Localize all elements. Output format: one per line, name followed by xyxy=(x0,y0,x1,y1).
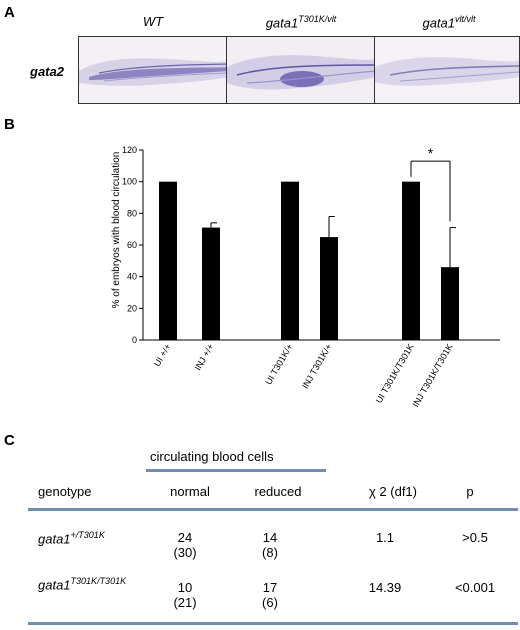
row1-reduced-expected: (8) xyxy=(262,545,278,560)
y-axis-label: % of embryos with blood circulation xyxy=(111,152,122,309)
embryo-image-heterozygous xyxy=(226,36,378,104)
x-tick-label: INJ T301K/+ xyxy=(300,342,334,390)
y-tick-label: 60 xyxy=(127,240,137,250)
x-tick-label: UI T301K/T301K xyxy=(374,342,416,405)
bar xyxy=(320,237,338,340)
bar xyxy=(281,181,299,340)
chart-bars xyxy=(159,181,459,340)
x-tick-label: INJ T301K/T301K xyxy=(410,342,454,409)
header-genotype: genotype xyxy=(38,484,92,499)
chart-x-labels: UI +/+ INJ +/+ UI T301K/+ INJ T301K/+ UI T30… xyxy=(152,342,455,409)
group-header-rule xyxy=(146,469,326,472)
row1-p-value: >0.5 xyxy=(462,530,488,545)
header-normal: normal xyxy=(170,484,210,499)
header-chi-square: χ 2 (df1) xyxy=(368,484,417,499)
panel-c-letter: C xyxy=(4,432,15,449)
header-rule xyxy=(28,508,518,511)
bar xyxy=(202,227,220,340)
row2-normal-expected: (21) xyxy=(173,595,197,610)
y-tick-label: 120 xyxy=(122,145,137,155)
row2-reduced: 17 xyxy=(262,580,278,595)
image-title-wt: WT xyxy=(142,14,164,29)
significance-star: * xyxy=(428,145,434,161)
row1-reduced: 14 xyxy=(262,530,278,545)
embryo-image-wt xyxy=(78,36,230,104)
bar xyxy=(402,181,420,340)
table-bottom-rule xyxy=(28,622,518,625)
panel-b-letter: B xyxy=(4,116,15,133)
embryo-image-homozygous xyxy=(374,36,520,104)
bar xyxy=(441,267,459,340)
y-tick-label: 40 xyxy=(127,272,137,282)
row2-reduced-expected: (6) xyxy=(262,595,278,610)
y-tick-label: 100 xyxy=(122,177,137,187)
group-header: circulating blood cells xyxy=(150,449,274,464)
image-title-homozygous: gata1vlt/vlt xyxy=(422,14,476,31)
row1-genotype: gata1+/T301K xyxy=(38,530,105,547)
x-tick-label: UI T301K/+ xyxy=(263,342,294,387)
header-p: p xyxy=(466,484,474,499)
header-reduced: reduced xyxy=(254,484,302,499)
gene-label-gata2: gata2 xyxy=(30,64,64,79)
row2-chi-square: 14.39 xyxy=(368,580,402,595)
y-tick-label: 0 xyxy=(132,335,137,345)
chart-error-bars xyxy=(210,216,456,268)
panel-a-letter: A xyxy=(4,4,15,21)
image-title-heterozygous: gata1T301K/vlt xyxy=(265,14,337,31)
row2-normal: 10 xyxy=(177,580,193,595)
x-tick-label: UI +/+ xyxy=(152,342,173,368)
row1-normal: 24 xyxy=(177,530,193,545)
y-tick-label: 20 xyxy=(127,303,137,313)
bar-chart: % of embryos with blood circulation 0 20 4… xyxy=(111,145,500,409)
row2-genotype: gata1T301K/T301K xyxy=(38,576,127,593)
y-tick-label: 80 xyxy=(127,208,137,218)
significance-bracket xyxy=(410,160,451,222)
row2-p-value: <0.001 xyxy=(454,580,496,595)
row1-chi-square: 1.1 xyxy=(375,530,395,545)
x-tick-label: INJ +/+ xyxy=(193,342,216,372)
bar xyxy=(159,181,177,340)
row1-normal-expected: (30) xyxy=(173,545,197,560)
